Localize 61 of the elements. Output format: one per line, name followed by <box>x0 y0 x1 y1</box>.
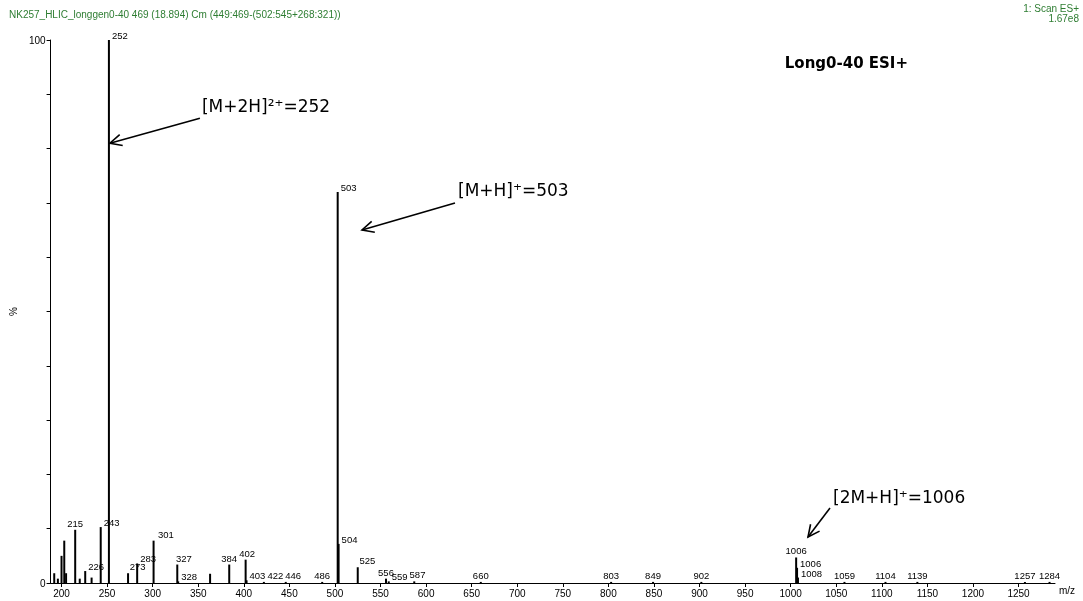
annotation: 1008 <box>800 567 823 579</box>
annotation: 902 <box>693 569 710 581</box>
annotation: 1104 <box>875 569 896 581</box>
annotation: 327 <box>175 552 192 564</box>
x-tick-label: 1250 <box>1007 587 1031 599</box>
annotation: 1284 <box>1038 569 1061 581</box>
annotation: 503 <box>340 182 357 194</box>
y-axis-title: % <box>7 306 19 316</box>
annotation: 849 <box>645 569 661 581</box>
annotation: 384 <box>221 552 238 564</box>
annotation: 504 <box>341 533 358 545</box>
annotation: 1006 <box>800 557 822 569</box>
annotation: 486 <box>314 569 331 581</box>
x-tick-label: 400 <box>235 587 253 599</box>
annotation: 1257 <box>1014 569 1036 581</box>
annotation: 403 <box>249 570 266 582</box>
annotation: 556 <box>378 566 394 578</box>
annotation: 1139 <box>907 569 928 581</box>
annotation: 215 <box>67 517 84 529</box>
annotation: 402 <box>239 547 256 559</box>
x-tick-label: 1150 <box>916 587 939 599</box>
x-tick-label: 550 <box>372 587 390 599</box>
x-tick-label: 1000 <box>779 587 803 599</box>
annotation: 446 <box>285 569 302 581</box>
annotation: [2M+H]⁺=1006 <box>833 487 966 507</box>
x-tick-label: 250 <box>98 587 116 599</box>
annotation: [M+H]⁺=503 <box>458 180 569 200</box>
x-tick-label: 200 <box>53 587 71 599</box>
x-tick-label: 500 <box>326 587 344 599</box>
x-tick-label: 600 <box>417 587 435 599</box>
y-tick-label: 100 <box>28 34 47 46</box>
y-tick-label: 0 <box>40 577 47 589</box>
x-tick-label: 300 <box>144 587 162 599</box>
annotation: 525 <box>359 555 376 567</box>
annotation: 1006 <box>785 545 807 557</box>
annotation: 252 <box>111 30 128 41</box>
x-tick-label: 1100 <box>871 587 894 599</box>
x-tick-label: 1200 <box>961 587 985 599</box>
text: 1: Scan ES+ <box>1023 3 1080 14</box>
annotation: 328 <box>181 571 198 583</box>
annotation: [M+2H]²⁺=252 <box>201 96 331 117</box>
x-tick-label: 700 <box>508 587 527 599</box>
annotation: 803 <box>603 569 620 581</box>
x-axis-title: m/z <box>1059 584 1076 596</box>
x-tick-label: 750 <box>554 587 572 599</box>
text: 1.67e8 <box>1048 13 1080 24</box>
annotation: 301 <box>158 528 174 540</box>
text: Long0-40 ESI+ <box>784 53 909 72</box>
x-tick-label: 800 <box>600 587 618 599</box>
annotation: 1059 <box>833 569 856 581</box>
annotation: 422 <box>267 569 284 581</box>
x-tick-label: 900 <box>691 587 709 599</box>
chart-subtitle: NK257_HLIC_longgen0-40 469 (18.894) Cm (449:469-(502:545+268:321)) <box>9 8 341 20</box>
x-tick-label: 950 <box>736 587 754 599</box>
annotation: 660 <box>472 569 489 581</box>
x-tick-label: 850 <box>645 587 663 599</box>
x-tick-label: 650 <box>463 587 481 599</box>
annotation: 587 <box>409 569 426 581</box>
x-tick-label: 1050 <box>825 587 848 599</box>
x-tick-label: 350 <box>189 587 208 599</box>
x-tick-label: 450 <box>281 587 299 599</box>
